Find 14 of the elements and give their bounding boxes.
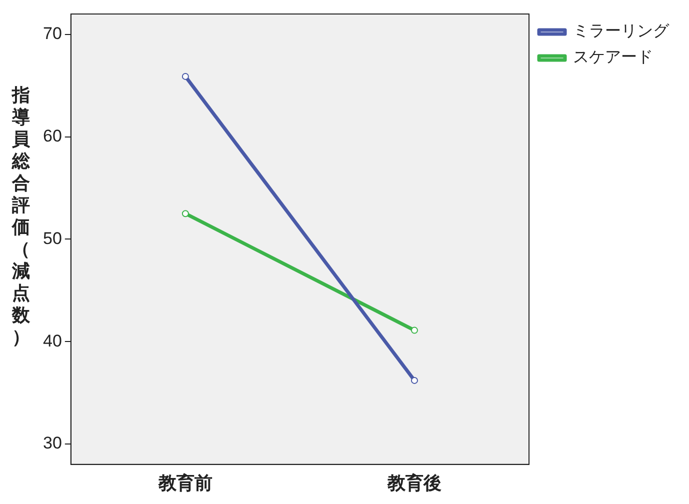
legend-label: スケアード — [573, 47, 653, 66]
x-tick-label: 教育後 — [386, 472, 442, 494]
point — [182, 210, 189, 218]
text: 指導員総合評価（減点数） — [12, 85, 30, 348]
x-tick-label: 教育前 — [157, 472, 212, 494]
y-tick-label: 40 — [42, 331, 62, 350]
point — [182, 72, 189, 80]
point — [410, 326, 418, 334]
y-tick-label: 60 — [42, 126, 62, 146]
y-tick-label: 50 — [42, 228, 62, 248]
y-tick-label: 30 — [42, 434, 62, 453]
legend-label: ミラーリング — [573, 21, 670, 40]
y-tick-label: 70 — [42, 24, 62, 44]
point — [410, 376, 418, 384]
